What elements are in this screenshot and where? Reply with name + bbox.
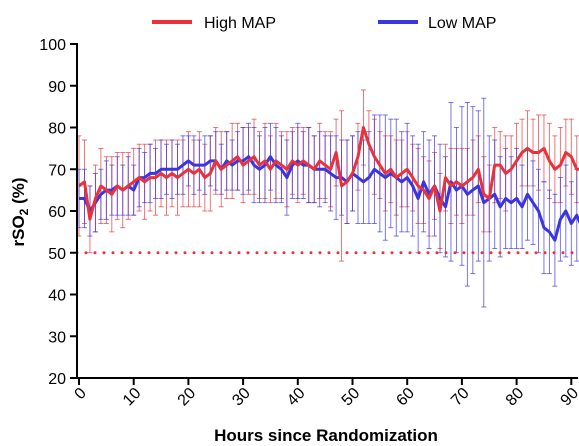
x-tick-label: 0 bbox=[72, 385, 90, 403]
x-tick-label: 60 bbox=[393, 385, 418, 410]
y-tick-label: 80 bbox=[48, 121, 66, 138]
y-axis: 20 30 40 50 60 70 80 90 100 bbox=[39, 37, 78, 388]
x-tick-label: 80 bbox=[503, 385, 528, 410]
y-tick-label: 40 bbox=[48, 288, 66, 305]
y-tick-label: 50 bbox=[48, 246, 66, 263]
x-tick-label: 40 bbox=[284, 385, 309, 410]
y-axis-title-unit: (%) bbox=[9, 177, 28, 208]
y-axis-title-main: rSO bbox=[9, 215, 28, 246]
x-tick-label: 10 bbox=[120, 385, 145, 410]
x-axis-title: Hours since Randomization bbox=[214, 426, 438, 445]
legend: High MAP Low MAP bbox=[152, 15, 496, 32]
y-tick-label: 70 bbox=[48, 162, 66, 179]
legend-label-low-map: Low MAP bbox=[428, 15, 496, 32]
legend-label-high-map: High MAP bbox=[204, 15, 276, 32]
y-tick-label: 20 bbox=[48, 371, 66, 388]
x-tick-label: 50 bbox=[339, 385, 364, 410]
y-axis-title: rSO2 (%) bbox=[9, 177, 31, 246]
y-tick-label: 60 bbox=[48, 204, 66, 221]
y-tick-label: 30 bbox=[48, 329, 66, 346]
x-tick-label: 20 bbox=[175, 385, 200, 410]
x-tick-label: 90 bbox=[558, 385, 579, 410]
x-axis: 0 10 20 30 40 50 60 70 80 90 bbox=[72, 377, 579, 410]
x-tick-label: 30 bbox=[229, 385, 254, 410]
series-line-low-map bbox=[79, 155, 579, 242]
y-axis-title-sub: 2 bbox=[17, 208, 31, 215]
series-line-high-map bbox=[78, 126, 579, 221]
error-bars bbox=[76, 89, 579, 308]
y-tick-label: 100 bbox=[39, 37, 66, 54]
x-tick-label: 70 bbox=[448, 385, 473, 410]
y-tick-label: 90 bbox=[48, 79, 66, 96]
series-lines bbox=[78, 126, 579, 242]
